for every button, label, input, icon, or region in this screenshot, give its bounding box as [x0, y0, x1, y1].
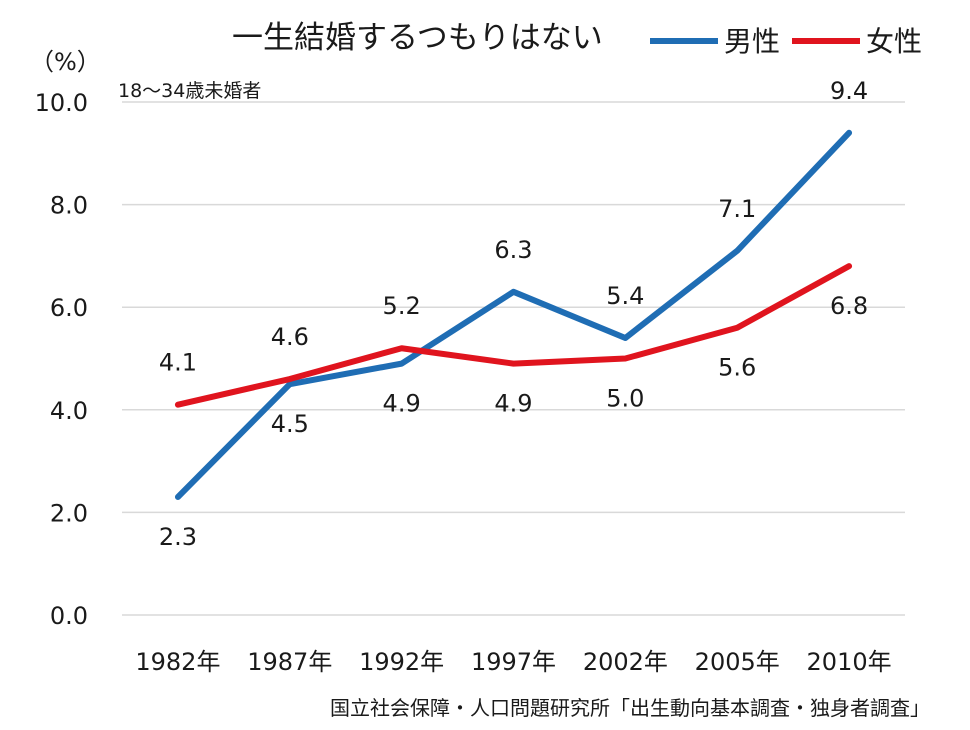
y-axis-unit-label: （%）	[30, 48, 101, 76]
x-tick-label: 1997年	[471, 648, 556, 676]
label-layer: 2.3 4.1 4.5 4.6 4.9 5.2 6.3 4.9 5.4 5.0 7.1 5.6 9.4 6…	[159, 77, 868, 551]
data-label-male: 5.4	[606, 282, 644, 310]
data-label-female: 6.8	[830, 292, 868, 320]
data-label-female: 4.1	[159, 349, 197, 377]
x-tick-label: 1987年	[247, 648, 332, 676]
y-tick-label: 0.0	[50, 602, 88, 630]
data-label-male: 2.3	[159, 523, 197, 551]
series-line-male	[174, 129, 853, 501]
data-label-male: 4.5	[271, 410, 309, 438]
y-tick-label: 10.0	[35, 89, 88, 117]
data-label-male: 9.4	[830, 77, 868, 105]
y-tick-label: 6.0	[50, 294, 88, 322]
series-line-female	[174, 263, 853, 408]
legend-label-male: 男性	[724, 25, 780, 58]
data-label-male: 7.1	[718, 195, 756, 223]
data-label-female: 4.9	[494, 390, 532, 418]
legend-label-female: 女性	[866, 25, 922, 58]
data-label-male: 6.3	[494, 236, 532, 264]
chart-title: 一生結婚するつもりはない	[232, 20, 603, 56]
y-tick-label: 2.0	[50, 499, 88, 527]
chart-subtitle: 18～34歳未婚者	[118, 80, 261, 102]
data-label-male: 4.9	[383, 390, 421, 418]
data-label-female: 5.2	[383, 292, 421, 320]
x-tick-label: 1982年	[135, 648, 220, 676]
y-tick-label: 8.0	[50, 192, 88, 220]
legend: 男性 女性	[650, 25, 922, 58]
x-tick-label: 2002年	[583, 648, 668, 676]
y-tick-label: 4.0	[50, 397, 88, 425]
data-label-female: 5.6	[718, 354, 756, 382]
data-label-female: 5.0	[606, 385, 644, 413]
source-note: 国立社会保障・人口問題研究所「出生動向基本調査・独身者調査」	[330, 696, 930, 720]
series-layer	[174, 129, 853, 501]
x-tick-label: 2010年	[807, 648, 892, 676]
x-tick-label: 2005年	[695, 648, 780, 676]
x-tick-label: 1992年	[359, 648, 444, 676]
grid-layer: 0.0 2.0 4.0 6.0 8.0 10.0 1982年 1987年 1992年 1997年 2…	[35, 89, 905, 676]
data-label-female: 4.6	[271, 323, 309, 351]
